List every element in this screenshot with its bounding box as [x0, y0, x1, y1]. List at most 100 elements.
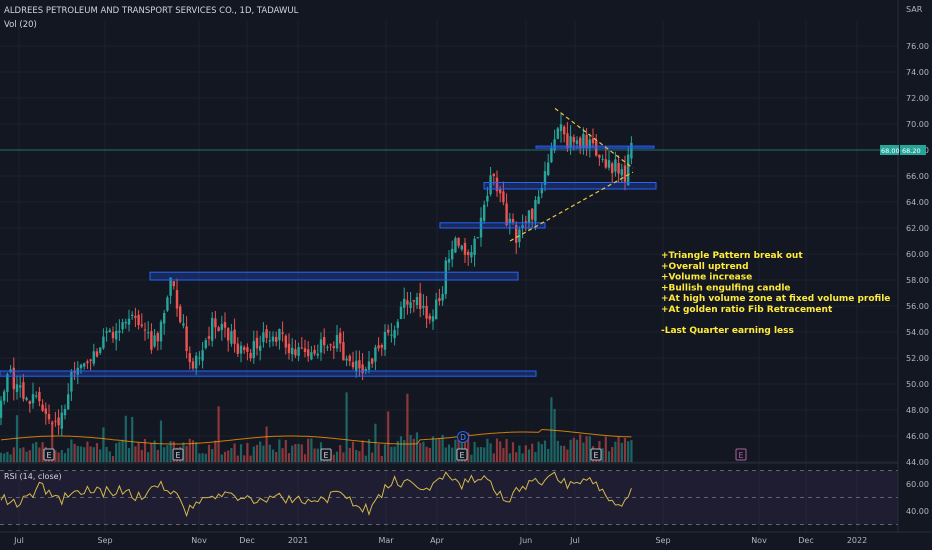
- volume-bar: [572, 437, 575, 462]
- earnings-marker[interactable]: [320, 448, 332, 461]
- volume-bar: [607, 451, 611, 462]
- volume-bar: [444, 447, 447, 462]
- candle-body: [460, 245, 463, 250]
- volume-bar: [28, 450, 31, 462]
- volume-ma-line: [0, 428, 632, 445]
- volume-bar: [454, 439, 457, 462]
- volume-bar: [438, 438, 441, 462]
- volume-bar: [483, 447, 486, 462]
- volume-bar: [431, 436, 435, 462]
- support-resistance-zone[interactable]: [483, 182, 657, 190]
- triangle-lower-trendline[interactable]: [509, 171, 634, 242]
- candle-body: [191, 361, 195, 369]
- candle-body: [531, 208, 534, 220]
- price-axis: [898, 0, 932, 532]
- candle-body: [19, 385, 22, 388]
- candle-body: [51, 422, 54, 425]
- support-resistance-zone[interactable]: [0, 370, 537, 377]
- volume-bar: [76, 445, 79, 462]
- candle-body: [31, 394, 35, 404]
- candle-body: [35, 395, 38, 397]
- dividend-marker-label: D: [460, 433, 466, 442]
- candle-body: [425, 305, 428, 319]
- triangle-upper-trendline[interactable]: [554, 107, 634, 169]
- candle-body: [339, 332, 342, 344]
- candle-body: [38, 391, 41, 402]
- volume-bar: [201, 453, 204, 462]
- earnings-marker[interactable]: [590, 448, 602, 461]
- time-axis-tick-label: Apr: [430, 536, 445, 545]
- candle-body: [371, 358, 374, 364]
- candle-body: [380, 345, 383, 348]
- annotation-line-negative: -Last Quarter earning less: [661, 326, 794, 336]
- volume-bar: [547, 448, 550, 462]
- earnings-marker[interactable]: [735, 448, 747, 461]
- volume-bar: [255, 444, 259, 462]
- candle-body: [444, 260, 447, 295]
- volume-bar: [83, 447, 86, 462]
- earnings-marker[interactable]: [43, 448, 55, 461]
- volume-bar: [188, 438, 191, 462]
- volume-bar: [294, 444, 297, 462]
- support-resistance-zone[interactable]: [439, 222, 546, 229]
- volume-bar: [335, 451, 339, 462]
- dividend-marker[interactable]: [457, 431, 469, 443]
- volume-bar: [284, 440, 287, 462]
- support-resistance-zone[interactable]: [149, 271, 519, 281]
- volume-bar: [223, 451, 227, 462]
- candle-body: [435, 299, 438, 320]
- candle-body: [255, 337, 259, 349]
- price-axis-tick-label: 76.00: [906, 42, 929, 51]
- candle-body: [111, 332, 115, 339]
- volume-bar: [41, 442, 44, 462]
- candle-body: [569, 136, 572, 148]
- volume-bar: [300, 444, 303, 462]
- candle-body: [563, 126, 566, 135]
- candle-body: [575, 140, 579, 144]
- volume-bar: [387, 411, 390, 462]
- candle-body: [121, 322, 124, 330]
- rsi-axis-tick-label: 40.00: [906, 507, 929, 516]
- volume-bar: [502, 448, 505, 462]
- candle-body: [287, 343, 291, 354]
- volume-bar: [563, 445, 566, 462]
- candle-body: [102, 336, 105, 349]
- time-axis-tick-label: Dec: [798, 536, 813, 545]
- candle-body: [351, 362, 355, 368]
- volume-bar: [470, 454, 473, 462]
- volume-bar: [12, 447, 15, 462]
- currency-label: SAR: [906, 5, 923, 14]
- candle-body: [355, 360, 358, 371]
- candle-body: [467, 251, 470, 256]
- earnings-marker[interactable]: [456, 448, 468, 461]
- candle-body: [278, 329, 281, 341]
- candle-body: [25, 397, 28, 400]
- time-axis-tick-label: Jul: [13, 536, 24, 545]
- volume-bar: [355, 449, 358, 462]
- candle-body: [316, 353, 319, 356]
- volume-bar: [163, 447, 166, 462]
- price-change-badge-label: 68.20: [902, 147, 921, 155]
- volume-bar: [86, 441, 89, 462]
- volume-bar: [415, 432, 419, 462]
- earnings-marker[interactable]: [172, 448, 184, 461]
- price-axis-tick-label: 70.00: [906, 120, 929, 129]
- candle-body: [275, 336, 278, 342]
- volume-bar: [127, 448, 131, 462]
- candle-body: [607, 160, 611, 168]
- volume-bar: [313, 448, 316, 462]
- candle-body: [454, 238, 457, 253]
- candle-body: [268, 340, 271, 342]
- volume-bar: [627, 441, 630, 462]
- volume-bar: [191, 440, 195, 462]
- support-resistance-zone[interactable]: [535, 145, 655, 149]
- candle-body: [131, 314, 134, 316]
- candle-body: [159, 321, 163, 342]
- volume-bar: [73, 443, 76, 462]
- candle-body: [623, 165, 627, 182]
- volume-bar: [521, 453, 524, 462]
- earnings-marker-label: E: [175, 451, 180, 460]
- annotation-line: +At high volume zone at fixed volume pro…: [661, 294, 890, 304]
